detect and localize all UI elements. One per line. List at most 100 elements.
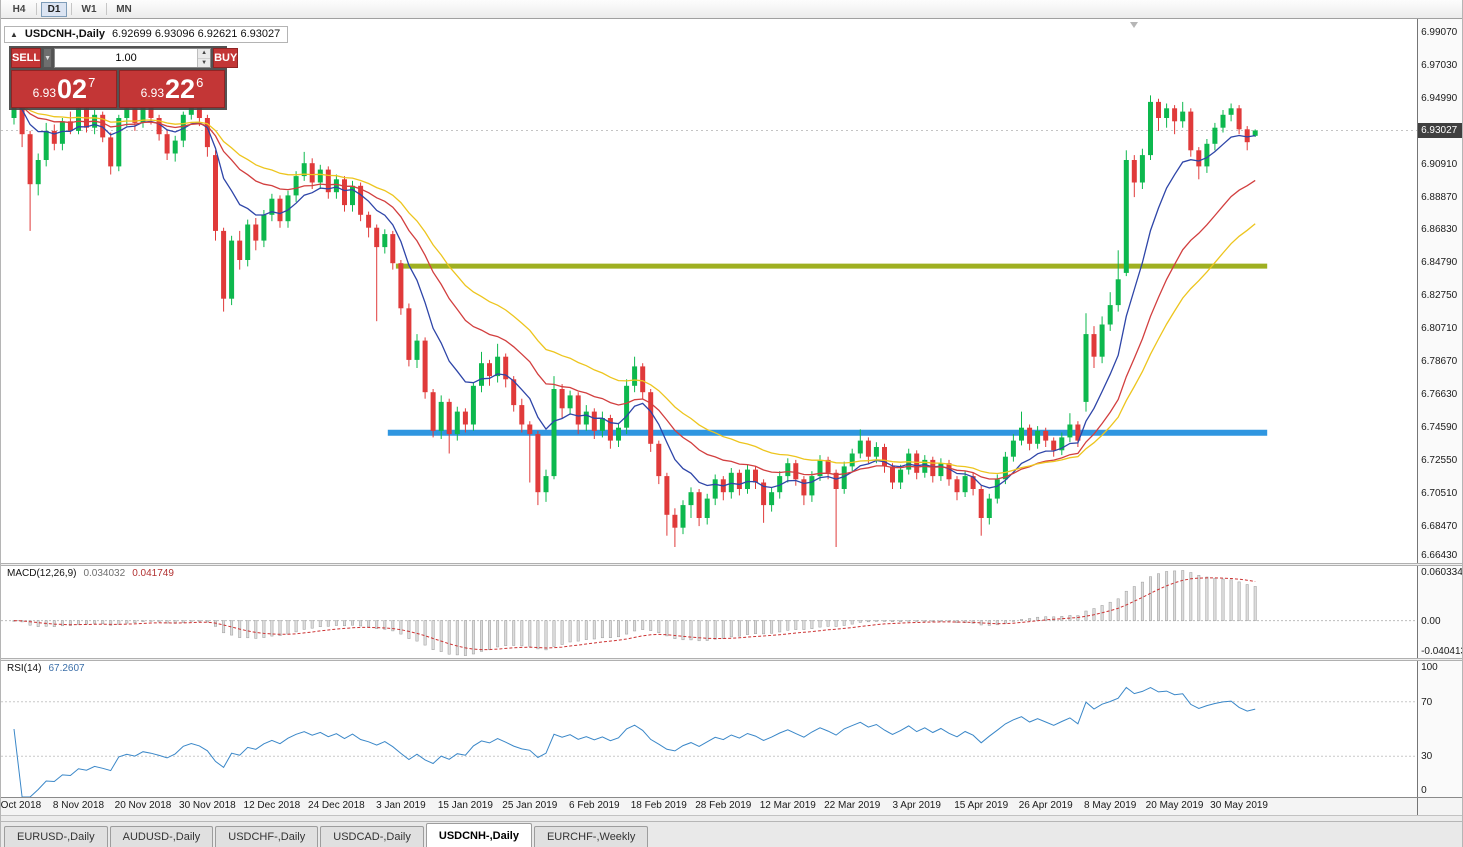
period-button-w1[interactable]: W1 bbox=[81, 3, 97, 15]
date-label: 3 Jan 2019 bbox=[376, 800, 426, 811]
price-axis-label: 6.80710 bbox=[1421, 323, 1458, 335]
rsi-axis-label: 70 bbox=[1421, 696, 1433, 708]
macd-label: MACD(12,26,9) 0.034032 0.041749 bbox=[7, 568, 174, 579]
date-label: 20 Nov 2018 bbox=[114, 800, 172, 811]
one-click-trading-panel: SELL ▼ ▲ ▼ BUY 6.93 bbox=[9, 46, 239, 110]
panel-splitter[interactable] bbox=[1, 658, 1462, 661]
chart-tab-bar: EURUSD-,Daily AUDUSD-,Daily USDCHF-,Daily U… bbox=[1, 821, 1462, 847]
tab-usdcad-daily[interactable]: USDCAD-,Daily bbox=[320, 826, 424, 847]
period-button-d1[interactable]: D1 bbox=[41, 1, 67, 17]
price-axis-label: 6.94990 bbox=[1421, 92, 1458, 104]
period-toolbar: H4 D1 W1 MN bbox=[1, 0, 1462, 19]
buy-quote-box[interactable]: 6.93 22 6 bbox=[119, 70, 225, 108]
panel-splitter[interactable] bbox=[1, 563, 1462, 566]
main-chart-area[interactable]: ▲ USDCNH-,Daily 6.92699 6.93096 6.92621 … bbox=[1, 19, 1418, 563]
macd-canvas[interactable] bbox=[1, 566, 1418, 658]
rsi-value: 67.2607 bbox=[48, 663, 85, 674]
volume-dropdown-button[interactable]: ▼ bbox=[43, 48, 53, 68]
period-button-h4[interactable]: H4 bbox=[12, 3, 26, 15]
buy-price-point: 6 bbox=[196, 75, 204, 90]
date-label: 24 Dec 2018 bbox=[308, 800, 365, 811]
date-label: 6 Feb 2019 bbox=[568, 800, 620, 811]
rsi-line bbox=[13, 686, 1256, 797]
macd-signal-value: 0.041749 bbox=[132, 568, 174, 579]
price-axis-label: 6.74590 bbox=[1421, 421, 1458, 433]
date-label: 15 Jan 2019 bbox=[437, 800, 493, 811]
price-axis-label: 6.88870 bbox=[1421, 191, 1458, 203]
date-label: 12 Mar 2019 bbox=[759, 800, 816, 811]
sell-price-point: 7 bbox=[88, 75, 96, 90]
date-label: 12 Dec 2018 bbox=[243, 800, 301, 811]
price-axis-label: 6.68470 bbox=[1421, 520, 1458, 532]
bottom-strip bbox=[1, 815, 1462, 821]
date-label: 28 Feb 2019 bbox=[695, 800, 752, 811]
date-label: 3 Apr 2019 bbox=[892, 800, 941, 811]
candles bbox=[11, 95, 1258, 547]
date-label: 25 Jan 2019 bbox=[502, 800, 558, 811]
rsi-axis[interactable]: 100 70 30 0 bbox=[1417, 661, 1462, 797]
sell-quote-box[interactable]: 6.93 02 7 bbox=[11, 70, 117, 108]
price-axis-label: 6.76630 bbox=[1421, 388, 1458, 400]
volume-input[interactable] bbox=[55, 49, 198, 67]
chart-symbol-period: USDCNH-,Daily bbox=[24, 28, 105, 40]
date-label: 30 Nov 2018 bbox=[179, 800, 236, 811]
buy-button[interactable]: BUY bbox=[213, 48, 239, 68]
macd-axis-label: 0.060334 bbox=[1421, 567, 1462, 578]
macd-signal-line bbox=[13, 577, 1256, 651]
volume-field-wrap: ▲ ▼ bbox=[54, 48, 212, 68]
date-label: 8 May 2019 bbox=[1084, 800, 1137, 811]
price-axis-label: 6.72550 bbox=[1421, 454, 1458, 466]
price-axis[interactable]: 6.99070 6.97030 6.94990 6.90910 6.88870 6.868… bbox=[1417, 19, 1462, 563]
date-label: 22 Mar 2019 bbox=[824, 800, 881, 811]
date-label: 26 Apr 2019 bbox=[1018, 800, 1073, 811]
tab-usdchf-daily[interactable]: USDCHF-,Daily bbox=[215, 826, 319, 847]
macd-value: 0.034032 bbox=[83, 568, 126, 579]
date-label: 20 May 2019 bbox=[1145, 800, 1204, 811]
time-axis[interactable]: 29 Oct 2018 8 Nov 2018 20 Nov 2018 30 Nov 2… bbox=[0, 797, 1462, 815]
tab-eurchf-weekly[interactable]: EURCHF-,Weekly bbox=[533, 826, 649, 847]
price-axis-label: 6.66430 bbox=[1421, 550, 1458, 561]
symbol-marker-icon: ▲ bbox=[10, 29, 18, 39]
price-axis-label: 6.97030 bbox=[1421, 59, 1458, 71]
spin-up-button[interactable]: ▲ bbox=[198, 49, 211, 59]
macd-axis-label: 0.00 bbox=[1421, 615, 1441, 627]
rsi-axis-label: 100 bbox=[1421, 662, 1438, 673]
rsi-canvas[interactable] bbox=[1, 661, 1418, 797]
price-axis-label: 6.86830 bbox=[1421, 224, 1458, 236]
macd-axis[interactable]: 0.060334 0.00 -0.040413 bbox=[1417, 566, 1462, 658]
toolbar-separator bbox=[71, 3, 72, 15]
date-label: 15 Apr 2019 bbox=[954, 800, 1009, 811]
period-button-mn[interactable]: MN bbox=[116, 3, 132, 15]
price-axis-label: 6.78670 bbox=[1421, 356, 1458, 367]
sell-price-pips: 02 bbox=[57, 74, 88, 104]
price-axis-label: 6.82750 bbox=[1421, 290, 1458, 302]
macd-axis-label: -0.040413 bbox=[1421, 646, 1462, 657]
chart-ohlc-values: 6.92699 6.93096 6.92621 6.93027 bbox=[112, 28, 281, 40]
price-axis-label: 6.70510 bbox=[1421, 487, 1458, 499]
tab-eurusd-daily[interactable]: EURUSD-,Daily bbox=[4, 826, 108, 847]
rsi-panel[interactable]: RSI(14) 67.2607 bbox=[1, 661, 1418, 797]
buy-price-prefix: 6.93 bbox=[140, 86, 165, 100]
price-axis-label: 6.99070 bbox=[1421, 27, 1458, 38]
rsi-axis-label: 0 bbox=[1421, 785, 1427, 796]
spin-down-button[interactable]: ▼ bbox=[198, 58, 211, 67]
ma-9-line bbox=[13, 102, 1256, 489]
ma-30-line bbox=[13, 102, 1256, 475]
chart-title-box: ▲ USDCNH-,Daily 6.92699 6.93096 6.92621 … bbox=[4, 26, 289, 43]
date-label: 30 May 2019 bbox=[1210, 800, 1269, 811]
macd-panel[interactable]: MACD(12,26,9) 0.034032 0.041749 bbox=[1, 566, 1418, 658]
rsi-axis-label: 30 bbox=[1421, 751, 1433, 763]
current-price-tag: 6.93027 bbox=[1418, 122, 1462, 138]
date-label: 8 Nov 2018 bbox=[52, 800, 105, 811]
sell-price-prefix: 6.93 bbox=[32, 86, 57, 100]
macd-histogram bbox=[12, 570, 1257, 656]
tab-audusd-daily[interactable]: AUDUSD-,Daily bbox=[109, 826, 214, 847]
toolbar-separator bbox=[106, 3, 107, 15]
tab-usdcnh-daily[interactable]: USDCNH-,Daily bbox=[425, 823, 532, 847]
sell-button[interactable]: SELL bbox=[11, 48, 42, 68]
price-axis-label: 6.90910 bbox=[1421, 158, 1458, 170]
buy-price-pips: 22 bbox=[165, 74, 196, 104]
shift-marker-icon bbox=[1130, 22, 1138, 28]
time-axis-labels: 29 Oct 2018 8 Nov 2018 20 Nov 2018 30 Nov 2… bbox=[0, 798, 1417, 815]
